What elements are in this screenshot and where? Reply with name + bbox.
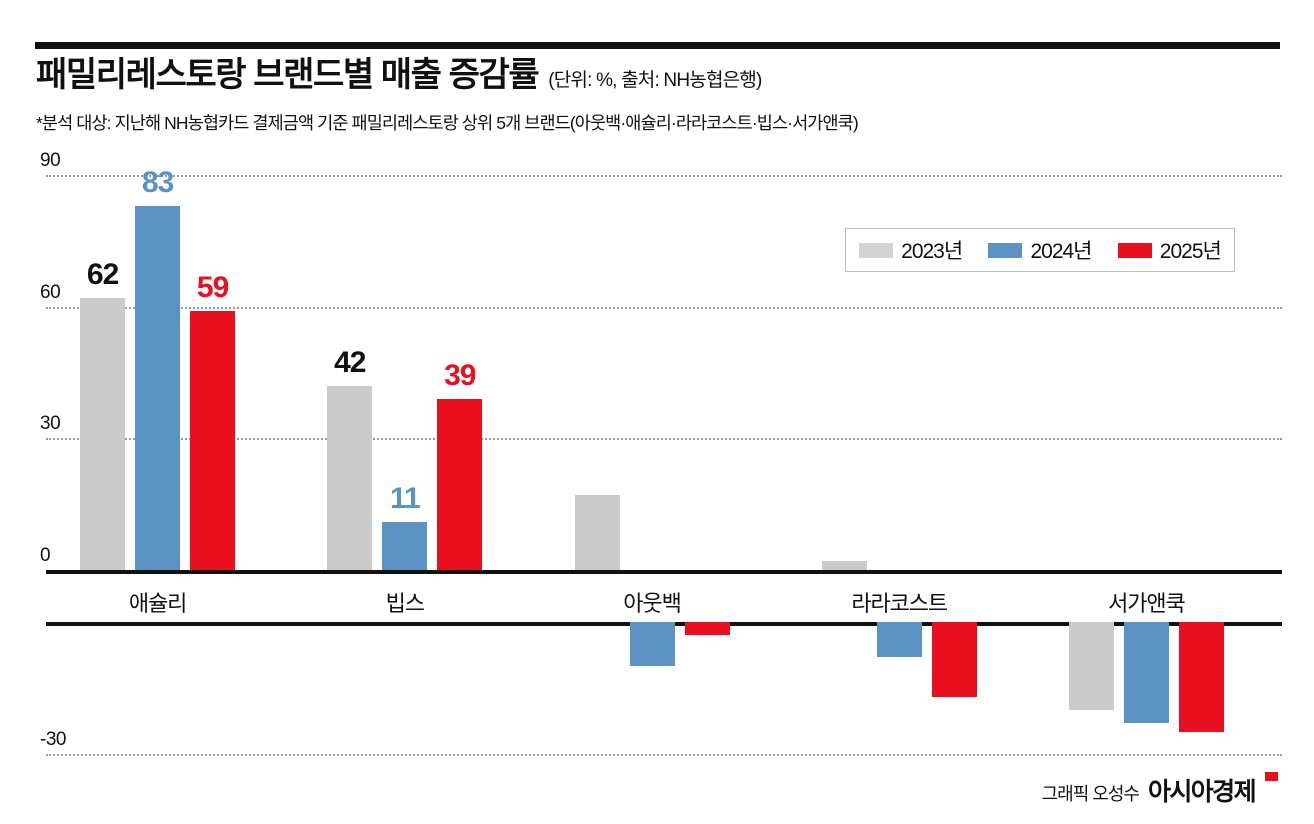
legend-item-2025[interactable]: 2025년 bbox=[1117, 235, 1222, 265]
bar-value-label: 39 bbox=[444, 358, 476, 392]
bar-value-label: 42 bbox=[334, 345, 366, 379]
bar-빕스-2024년[interactable] bbox=[382, 521, 428, 570]
bar-빕스-2023년[interactable] bbox=[327, 385, 373, 570]
legend-item-2023[interactable]: 2023년 bbox=[859, 235, 963, 265]
chart-legend: 2023년 2024년 2025년 bbox=[845, 228, 1235, 272]
bar-서가앤쿡-2023년[interactable] bbox=[1068, 622, 1114, 710]
legend-swatch-icon bbox=[988, 242, 1023, 258]
bar-아웃백-2023년[interactable] bbox=[574, 495, 620, 570]
title-row: 패밀리레스토랑 브랜드별 매출 증감률 (단위: %, 출처: NH농협은행) bbox=[36, 56, 1286, 94]
bar-아웃백-2025년[interactable] bbox=[684, 622, 730, 636]
bar-value-label: 11 bbox=[389, 481, 421, 515]
brand-flag-icon bbox=[1265, 772, 1278, 789]
legend-item-2024[interactable]: 2024년 bbox=[988, 235, 1093, 265]
legend-label: 2025년 bbox=[1159, 240, 1222, 263]
bar-value-label: 62 bbox=[86, 257, 119, 291]
legend-label: 2023년 bbox=[901, 240, 963, 263]
bar-애슐리-2025년[interactable] bbox=[190, 311, 236, 570]
x-axis-category-label: 라라코스트 bbox=[851, 591, 948, 616]
bar-라라코스트-2024년[interactable] bbox=[876, 622, 922, 658]
graphic-credit: 그래픽 오성수 bbox=[1041, 784, 1140, 804]
legend-swatch-icon bbox=[859, 242, 894, 258]
bar-라라코스트-2023년[interactable] bbox=[821, 561, 867, 570]
legend-label: 2024년 bbox=[1030, 240, 1092, 263]
bar-라라코스트-2025년[interactable] bbox=[931, 622, 977, 697]
bar-서가앤쿡-2025년[interactable] bbox=[1178, 622, 1224, 732]
footer: 그래픽 오성수 아시아경제 bbox=[1042, 772, 1278, 808]
x-axis-category-label: 아웃백 bbox=[623, 591, 682, 616]
brand-name: 아시아경제 bbox=[1147, 778, 1257, 806]
header-rule bbox=[35, 42, 1280, 49]
x-axis-category-label: 빕스 bbox=[385, 591, 425, 616]
unit-note: (단위: %, 출처: NH농협은행) bbox=[548, 70, 762, 91]
bar-value-label: 59 bbox=[196, 271, 229, 305]
bar-아웃백-2024년[interactable] bbox=[629, 622, 675, 666]
bar-애슐리-2023년[interactable] bbox=[80, 297, 126, 570]
subtitle: *분석 대상: 지난해 NH농협카드 결제금액 기준 패밀리레스토랑 상위 5개… bbox=[36, 113, 859, 133]
x-axis-category-label: 애슐리 bbox=[128, 591, 188, 616]
bar-value-label: 83 bbox=[141, 165, 174, 199]
page-title: 패밀리레스토랑 브랜드별 매출 증감률 bbox=[36, 56, 540, 94]
bar-빕스-2025년[interactable] bbox=[437, 398, 483, 570]
legend-swatch-icon bbox=[1117, 242, 1152, 258]
bar-애슐리-2024년[interactable] bbox=[135, 205, 181, 570]
bar-서가앤쿡-2024년[interactable] bbox=[1123, 622, 1169, 723]
x-axis-category-label: 서가앤쿡 bbox=[1108, 591, 1186, 616]
